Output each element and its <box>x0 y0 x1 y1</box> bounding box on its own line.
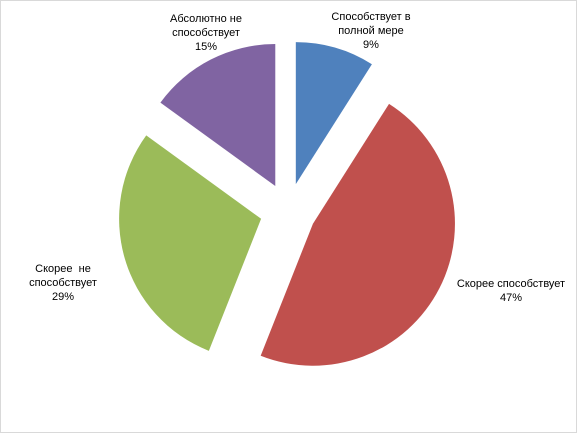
category-label: Скорее не способствует <box>29 263 97 289</box>
data-label: Способствует в полной мере 9% <box>316 10 426 52</box>
category-label: Абсолютно не способствует <box>170 13 246 39</box>
data-label: Абсолютно не способствует 15% <box>151 12 261 54</box>
data-label: Скорее способствует 47% <box>456 277 566 305</box>
value-label: 15% <box>194 41 218 53</box>
category-label: Способствует в полной мере <box>331 11 414 37</box>
value-label: 47% <box>499 292 523 304</box>
data-label: Скорее не способствует 29% <box>8 262 118 304</box>
value-label: 9% <box>363 39 379 51</box>
value-label: 29% <box>51 291 75 303</box>
category-label: Скорее способствует <box>456 278 566 290</box>
pie-slice <box>119 135 262 351</box>
pie-slice <box>260 103 455 366</box>
pie-slice <box>160 44 276 187</box>
pie-slice <box>295 42 372 185</box>
